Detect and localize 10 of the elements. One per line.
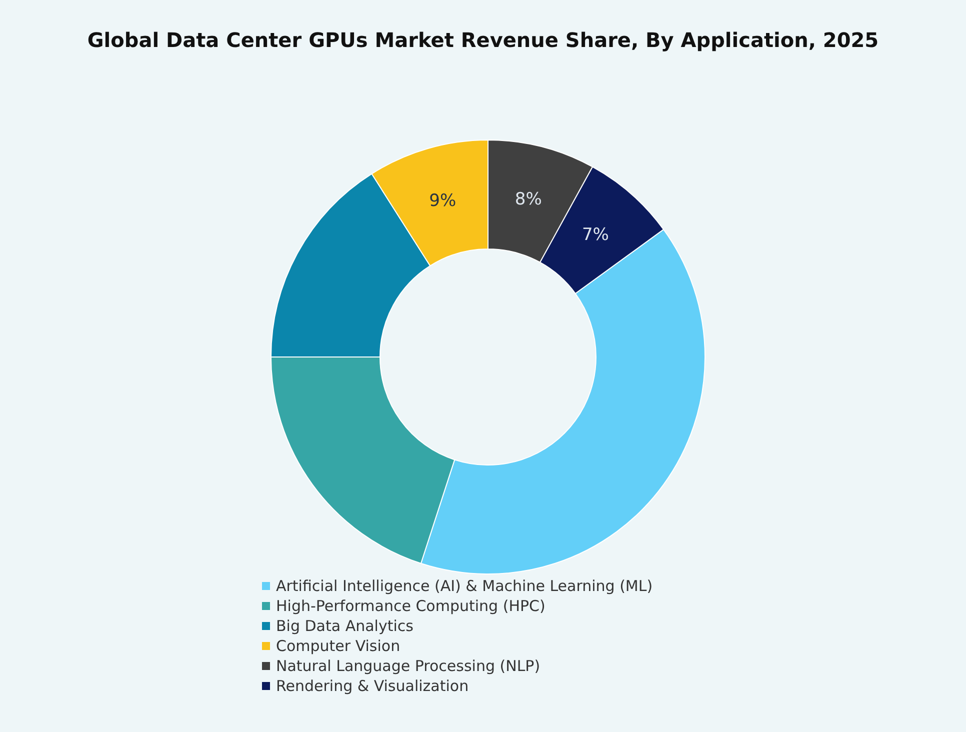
data-label: 7%	[582, 225, 609, 246]
legend-label: High-Performance Computing (HPC)	[276, 596, 546, 616]
legend-label: Natural Language Processing (NLP)	[276, 656, 540, 676]
chart-title: Global Data Center GPUs Market Revenue Share, By Application, 2025	[86, 28, 880, 52]
data-label: 9%	[429, 190, 456, 211]
legend-label: Rendering & Visualization	[276, 676, 469, 696]
legend-label: Artificial Intelligence (AI) & Machine Learning (ML)	[276, 576, 653, 596]
legend-label: Big Data Analytics	[276, 616, 414, 636]
data-label: 8%	[514, 190, 542, 210]
legend-label: Computer Vision	[276, 636, 400, 656]
